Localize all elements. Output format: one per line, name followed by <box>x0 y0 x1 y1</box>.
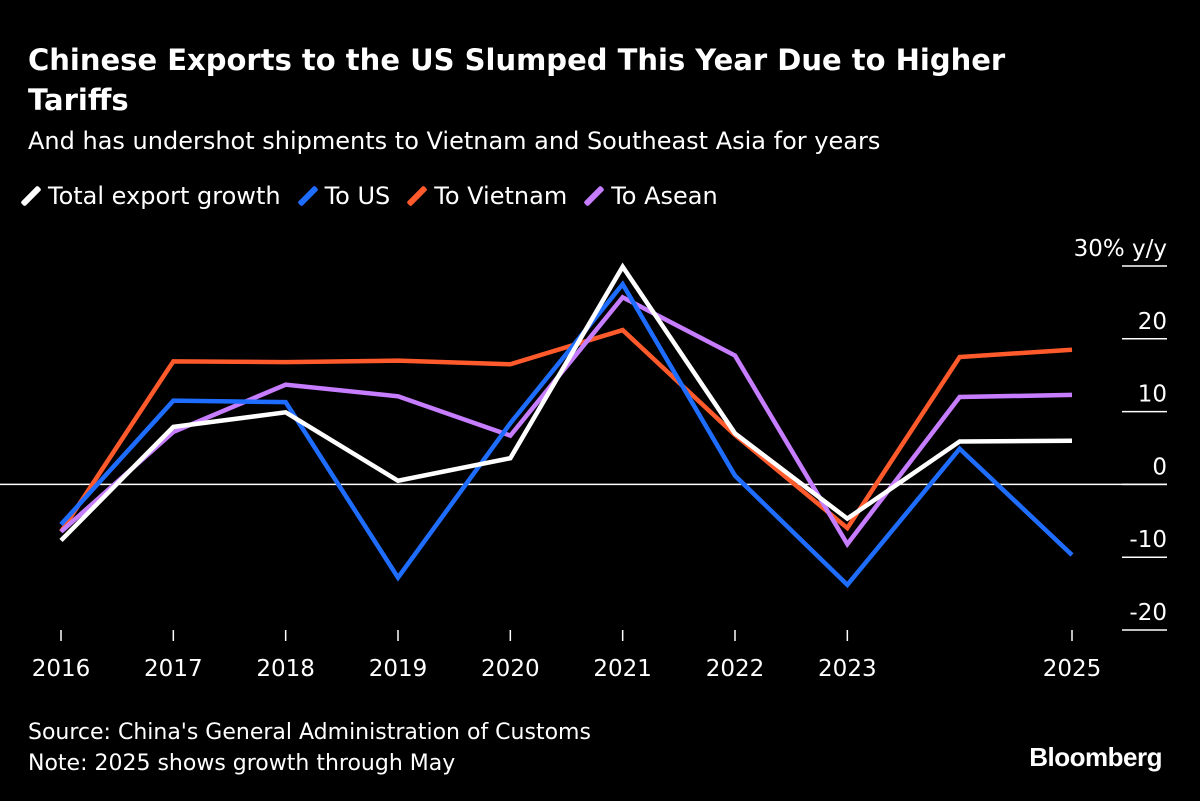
note-text: Note: 2025 shows growth through May <box>28 751 456 776</box>
legend-item-to-vietnam: To Vietnam <box>406 182 568 210</box>
x-tick-label: 2023 <box>818 656 877 682</box>
legend-item-to-asean: To Asean <box>583 182 718 210</box>
legend-item-to-us: To US <box>296 182 391 210</box>
chart-title: Chinese Exports to the US Slumped This Y… <box>28 43 1006 117</box>
y-tick-label: 30% y/y <box>1074 236 1167 262</box>
bloomberg-logo: Bloomberg <box>1029 742 1162 772</box>
legend-label: To US <box>324 182 391 210</box>
x-tick-label: 2019 <box>369 656 428 682</box>
legend: Total export growth To US To Vietnam To Ase… <box>20 176 742 216</box>
x-tick-label: 2018 <box>256 656 315 682</box>
y-tick-label: -20 <box>1129 600 1167 626</box>
x-tick-label: 2021 <box>593 656 652 682</box>
legend-label: Total export growth <box>48 182 281 210</box>
series-line-total-export-growth <box>59 262 1073 543</box>
x-tick-label: 2017 <box>144 656 203 682</box>
legend-label: To Asean <box>611 182 718 210</box>
legend-label: To Vietnam <box>434 182 568 210</box>
legend-item-total-export-growth: Total export growth <box>20 182 281 210</box>
source-text: Source: China's General Administration o… <box>28 720 591 745</box>
chart-subtitle: And has undershot shipments to Vietnam a… <box>28 127 881 155</box>
series-line-to-vietnam <box>59 327 1073 533</box>
y-tick-label: -10 <box>1129 527 1167 553</box>
x-tick-label: 2016 <box>32 656 91 682</box>
x-tick-label: 2025 <box>1043 656 1102 682</box>
y-tick-label: 20 <box>1138 309 1167 335</box>
x-tick-label: 2020 <box>481 656 540 682</box>
y-tick-label: 0 <box>1152 454 1167 480</box>
x-tick-label: 2022 <box>706 656 765 682</box>
y-tick-label: 10 <box>1138 382 1167 408</box>
source-note: Source: China's General Administration o… <box>28 717 591 779</box>
series-line-to-us <box>59 280 1074 589</box>
